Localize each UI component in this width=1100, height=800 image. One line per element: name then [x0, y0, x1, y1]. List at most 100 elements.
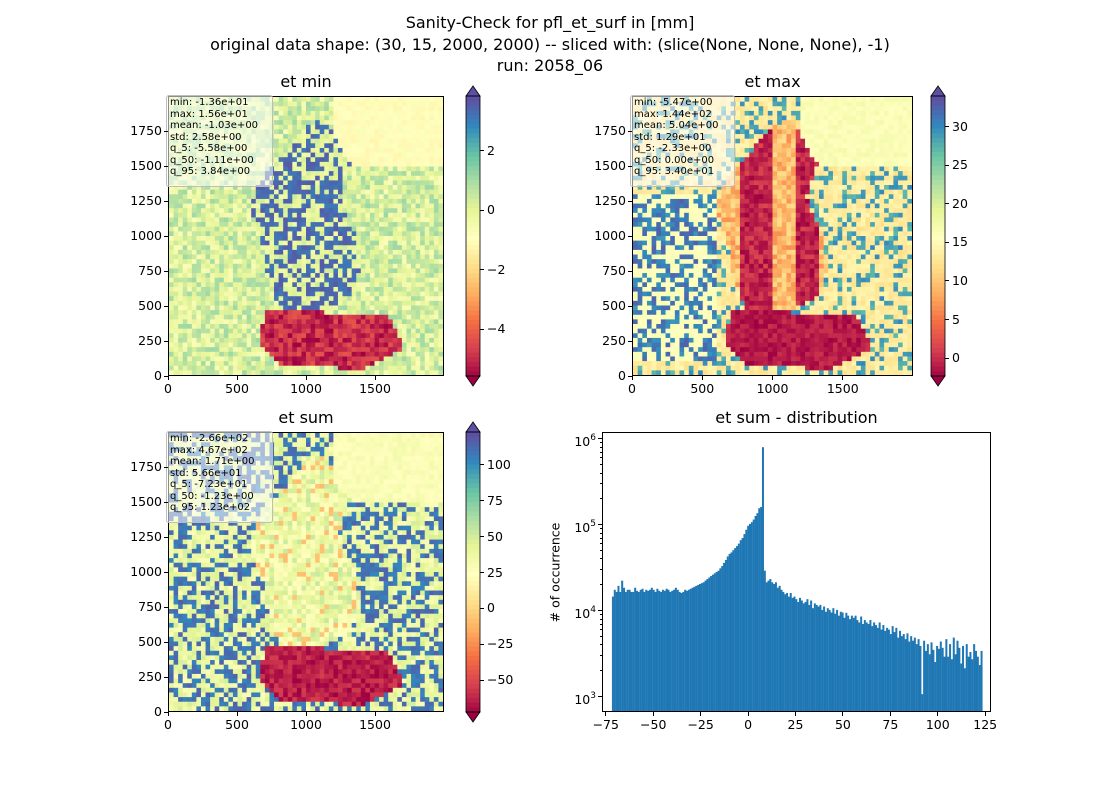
heatmap-cell — [874, 185, 880, 191]
heatmap-cell — [301, 226, 307, 232]
heatmap-cell — [679, 185, 685, 191]
heatmap-cell — [214, 259, 220, 265]
heatmap-cell — [397, 361, 403, 367]
heatmap-cell — [191, 328, 197, 334]
heatmap-cell — [369, 212, 375, 218]
heatmap-cell — [846, 185, 852, 191]
heatmap-cell — [337, 347, 343, 353]
heatmap-cell — [223, 365, 229, 371]
heatmap-cell — [333, 226, 339, 232]
heatmap-cell — [169, 203, 174, 209]
heatmap-cell — [274, 106, 279, 112]
heatmap-cell — [315, 97, 321, 103]
heatmap-cell — [205, 203, 211, 209]
heatmap-cell — [424, 217, 430, 223]
heatmap-cell — [415, 305, 421, 311]
heatmap-cell — [730, 185, 736, 191]
heatmap-cell — [805, 124, 811, 130]
heatmap-cell — [392, 171, 398, 177]
heatmap-cell — [232, 324, 238, 330]
heatmap-cell — [397, 351, 403, 357]
heatmap-cell — [251, 314, 257, 320]
heatmap-cell — [260, 296, 266, 302]
heatmap-cell — [296, 361, 302, 367]
heatmap-cell — [260, 361, 266, 367]
heatmap-cell — [214, 342, 220, 348]
heatmap-cell — [842, 161, 848, 167]
heatmap-cell — [360, 129, 366, 135]
heatmap-cell — [287, 217, 293, 223]
heatmap-cell — [219, 198, 225, 204]
heatmap-cell — [379, 171, 385, 177]
heatmap-cell — [406, 319, 412, 325]
heatmap-cell — [433, 324, 439, 330]
heatmap-cell — [424, 328, 430, 334]
heatmap-cell — [205, 342, 211, 348]
heatmap-cell — [274, 120, 279, 126]
heatmap-cell — [739, 129, 745, 135]
heatmap-cell — [388, 189, 394, 195]
heatmap-cell — [182, 268, 188, 274]
heatmap-cell — [865, 175, 871, 181]
heatmap-cell — [374, 240, 380, 246]
heatmap-cell — [781, 97, 787, 103]
heatmap-cell — [260, 286, 266, 292]
heatmap-cell — [893, 101, 899, 107]
heatmap-cell — [411, 180, 416, 186]
heatmap-cell — [337, 175, 343, 181]
heatmap-cell — [223, 337, 229, 343]
heatmap-cell — [255, 222, 261, 228]
heatmap-cell — [809, 138, 815, 144]
heatmap-cell — [842, 97, 848, 103]
heatmap-cell — [237, 212, 243, 218]
heatmap-cell — [228, 208, 234, 214]
heatmap-cell — [767, 124, 773, 130]
heatmap-cell — [310, 333, 316, 339]
heatmap-cell — [251, 212, 257, 218]
heatmap-cell — [283, 328, 289, 334]
heatmap-cell — [251, 328, 257, 334]
heatmap-cell — [753, 110, 759, 116]
heatmap-cell — [178, 296, 184, 302]
heatmap-cell — [392, 351, 398, 357]
heatmap-cell — [210, 310, 216, 316]
heatmap-cell — [424, 236, 430, 242]
heatmap-cell — [814, 175, 820, 181]
heatmap-cell — [388, 342, 394, 348]
heatmap-cell — [401, 180, 407, 186]
heatmap-cell — [351, 115, 357, 121]
heatmap-cell — [898, 166, 904, 172]
heatmap-cell — [187, 324, 193, 330]
heatmap-cell — [832, 189, 838, 195]
heatmap-cell — [823, 134, 829, 140]
heatmap-cell — [223, 282, 229, 288]
heatmap-cell — [388, 356, 394, 362]
heatmap-cell — [328, 203, 334, 209]
heatmap-cell — [392, 231, 398, 237]
heatmap-cell — [814, 157, 820, 163]
heatmap-cell — [369, 361, 375, 367]
heatmap-cell — [278, 365, 284, 371]
heatmap-cell — [242, 273, 248, 279]
heatmap-cell — [392, 268, 398, 274]
heatmap-cell — [411, 134, 416, 140]
heatmap-cell — [337, 152, 343, 158]
heatmap-cell — [210, 240, 216, 246]
heatmap-cell — [200, 291, 206, 297]
heatmap-cell — [319, 134, 325, 140]
heatmap-cell — [187, 226, 193, 232]
heatmap-cell — [351, 203, 357, 209]
figure-title-line-1: Sanity-Check for pfl_et_surf in [mm] — [405, 13, 695, 32]
heatmap-cell — [397, 138, 403, 144]
heatmap-cell — [767, 120, 773, 126]
heatmap-cell — [424, 231, 430, 237]
heatmap-cell — [187, 263, 193, 269]
heatmap-cell — [379, 161, 385, 167]
heatmap-cell — [200, 333, 206, 339]
heatmap-cell — [842, 194, 848, 200]
heatmap-cell — [324, 277, 330, 283]
heatmap-cell — [819, 175, 825, 181]
heatmap-cell — [251, 277, 257, 283]
heatmap-cell — [388, 110, 394, 116]
heatmap-cell — [251, 300, 257, 306]
